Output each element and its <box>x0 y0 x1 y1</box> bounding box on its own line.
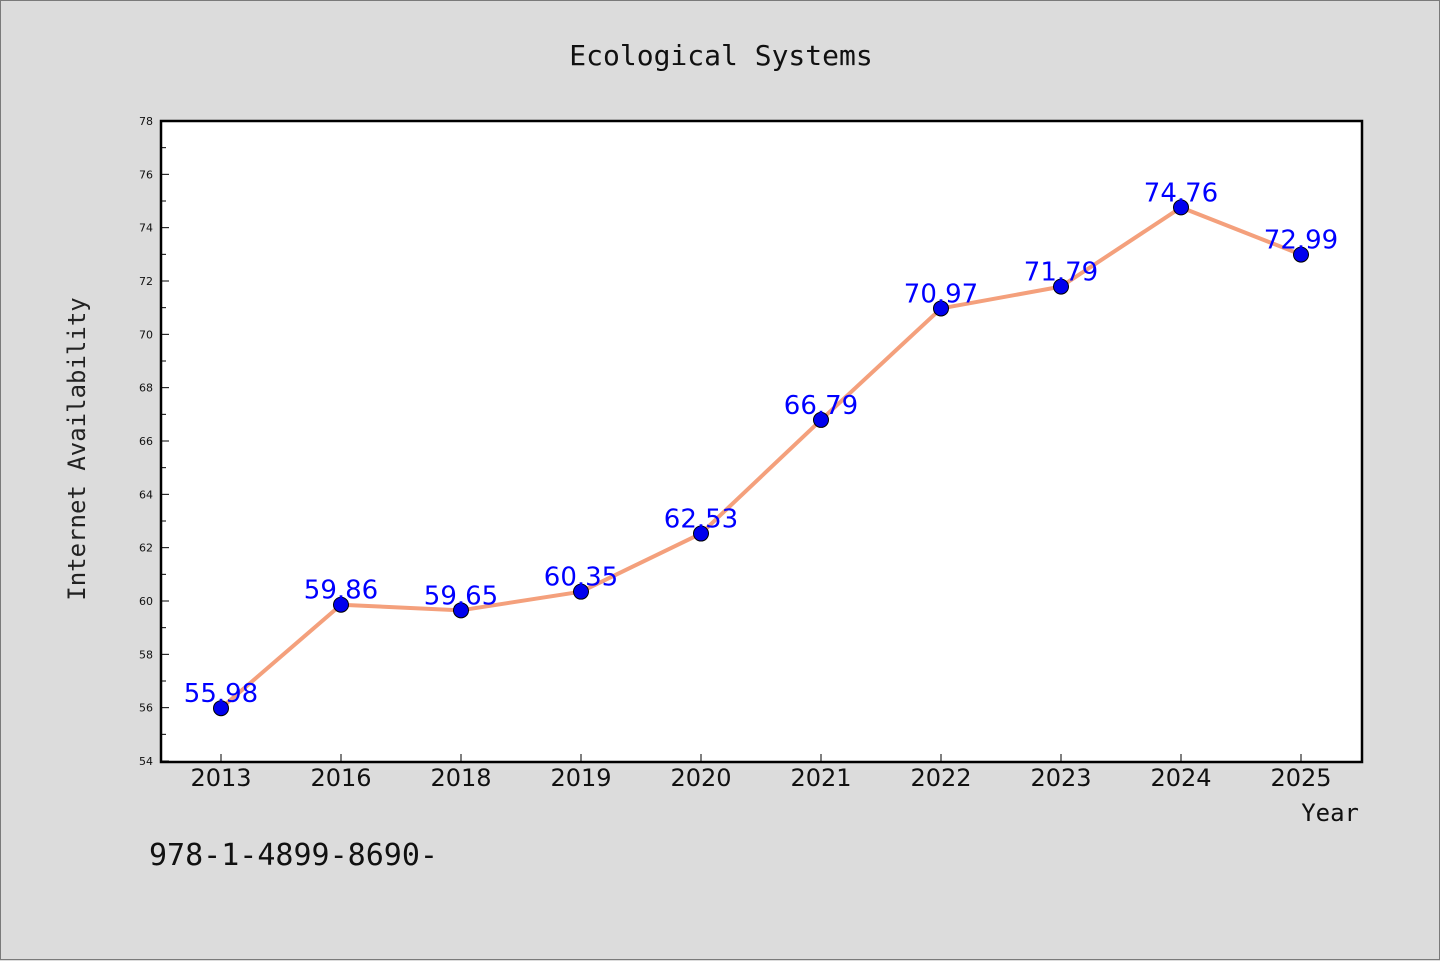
x-tick-label: 2024 <box>1150 764 1211 792</box>
data-point-label: 60.35 <box>544 563 618 593</box>
y-tick-label: 74 <box>139 222 153 235</box>
data-point-marker <box>1293 246 1309 263</box>
data-point-marker <box>573 583 589 600</box>
data-point-label: 55.98 <box>184 679 258 709</box>
data-point-label: 59.65 <box>424 581 498 611</box>
axis-ticks: 54 56 58 60 62 64 66 68 70 72 74 76 78 2013 2016 2018 20… <box>139 115 1332 792</box>
y-tick-label: 54 <box>139 755 153 768</box>
y-tick-label: 62 <box>139 542 153 555</box>
data-point-marker <box>1053 278 1069 295</box>
x-tick-label: 2025 <box>1270 764 1331 792</box>
data-point-label: 72.99 <box>1264 226 1338 256</box>
y-tick-label: 76 <box>139 168 153 181</box>
data-point-label: 66.79 <box>784 391 858 421</box>
x-tick-label: 2022 <box>910 764 971 792</box>
x-axis-label: Year <box>1301 799 1359 827</box>
x-tick-label: 2019 <box>550 764 611 792</box>
data-labels: 55.98 59.86 59.65 60.35 62.53 66.79 70.97 71.79… <box>184 178 1338 709</box>
x-tick-label: 2023 <box>1030 764 1091 792</box>
plot-frame <box>159 119 1364 764</box>
y-tick-label: 56 <box>139 702 153 715</box>
y-tick-label: 70 <box>139 328 153 341</box>
y-tick-label: 60 <box>139 595 153 608</box>
x-tick-label: 2020 <box>670 764 731 792</box>
data-point-label: 70.97 <box>904 279 978 309</box>
y-tick-label: 64 <box>139 488 153 501</box>
y-tick-label: 78 <box>139 115 153 128</box>
chart-title: Ecological Systems <box>569 39 872 72</box>
y-tick-label: 68 <box>139 382 153 395</box>
x-tick-label: 2018 <box>430 764 491 792</box>
x-tick-label: 2013 <box>190 764 251 792</box>
y-tick-label: 66 <box>139 435 153 448</box>
data-point-marker <box>933 300 949 317</box>
series-line <box>219 205 1302 710</box>
data-point-label: 71.79 <box>1024 258 1098 288</box>
y-tick-label: 72 <box>139 275 153 288</box>
plot-area <box>161 121 1362 762</box>
data-point-label: 62.53 <box>664 505 738 535</box>
y-tick-label: 58 <box>139 648 153 661</box>
data-point-marker <box>1173 199 1189 216</box>
y-axis-label: Internet Availability <box>63 297 91 600</box>
data-point-marker <box>693 525 709 542</box>
x-tick-label: 2016 <box>310 764 371 792</box>
data-point-marker <box>813 411 829 428</box>
x-tick-label: 2021 <box>790 764 851 792</box>
data-point-marker <box>333 596 349 613</box>
data-point-label: 59.86 <box>304 576 378 606</box>
data-point-marker <box>453 602 469 619</box>
data-point-marker <box>213 700 229 717</box>
series-line-path <box>219 205 1302 710</box>
series-markers <box>213 199 1309 717</box>
data-point-label: 74.76 <box>1144 178 1218 208</box>
isbn-annotation: 978-1-4899-8690- <box>149 838 438 873</box>
